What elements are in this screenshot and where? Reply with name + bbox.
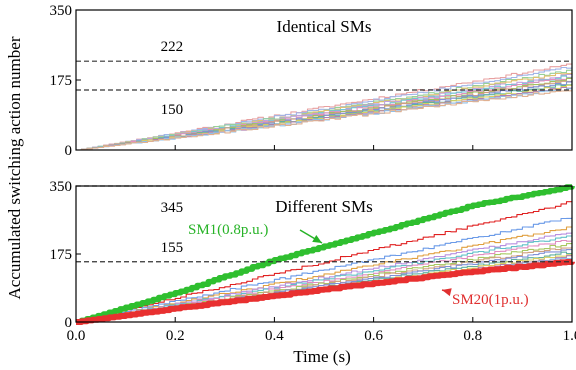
series-line [76,201,573,323]
x-tick-label: 0.6 [364,328,383,344]
x-tick-label: 0.8 [463,328,482,344]
x-tick-label: 0.4 [265,328,284,344]
reference-label-345: 345 [161,200,184,216]
annotation-arrowhead [312,235,322,243]
x-tick-label: 0.2 [166,328,185,344]
reference-label-222: 222 [161,39,184,55]
panel-different-sms: 345 155 Different SMs 0 175 350 0.0 0.2 0.4 0.6 0.… [50,179,576,344]
series-group [76,63,573,151]
annotation-sm20: SM20(1p.u.) [452,292,529,308]
panel-title: Different SMs [275,197,372,216]
series-line-sm1 [76,184,575,325]
x-tick-label: 1.0 [563,328,576,344]
x-tick-label: 0.0 [67,328,86,344]
series-line [76,66,573,151]
y-tick-label: 175 [50,247,73,263]
reference-label-155: 155 [161,240,184,256]
series-line [76,77,573,151]
series-line [76,231,573,323]
y-tick-label: 350 [50,179,73,195]
reference-label-150: 150 [161,102,184,118]
x-axis-label: Time (s) [293,347,350,366]
series-line [76,217,573,323]
series-group [76,184,575,325]
series-line [76,72,573,151]
series-line [76,89,573,151]
annotation-sm1: SM1(0.8p.u.) [188,222,268,238]
panel-title: Identical SMs [277,17,372,36]
y-tick-label: 350 [50,3,73,19]
series-line-sm20 [76,259,575,325]
y-axis-label: Accumulated switching action number [5,36,24,299]
y-tick-label: 175 [50,73,73,89]
panel-identical-sms: 222 150 Identical SMs 0 175 350 [50,3,573,159]
y-tick-label: 0 [65,143,73,159]
y-tick-label: 0 [65,315,73,331]
series-line [76,63,573,151]
annotation-arrowhead [442,288,452,297]
